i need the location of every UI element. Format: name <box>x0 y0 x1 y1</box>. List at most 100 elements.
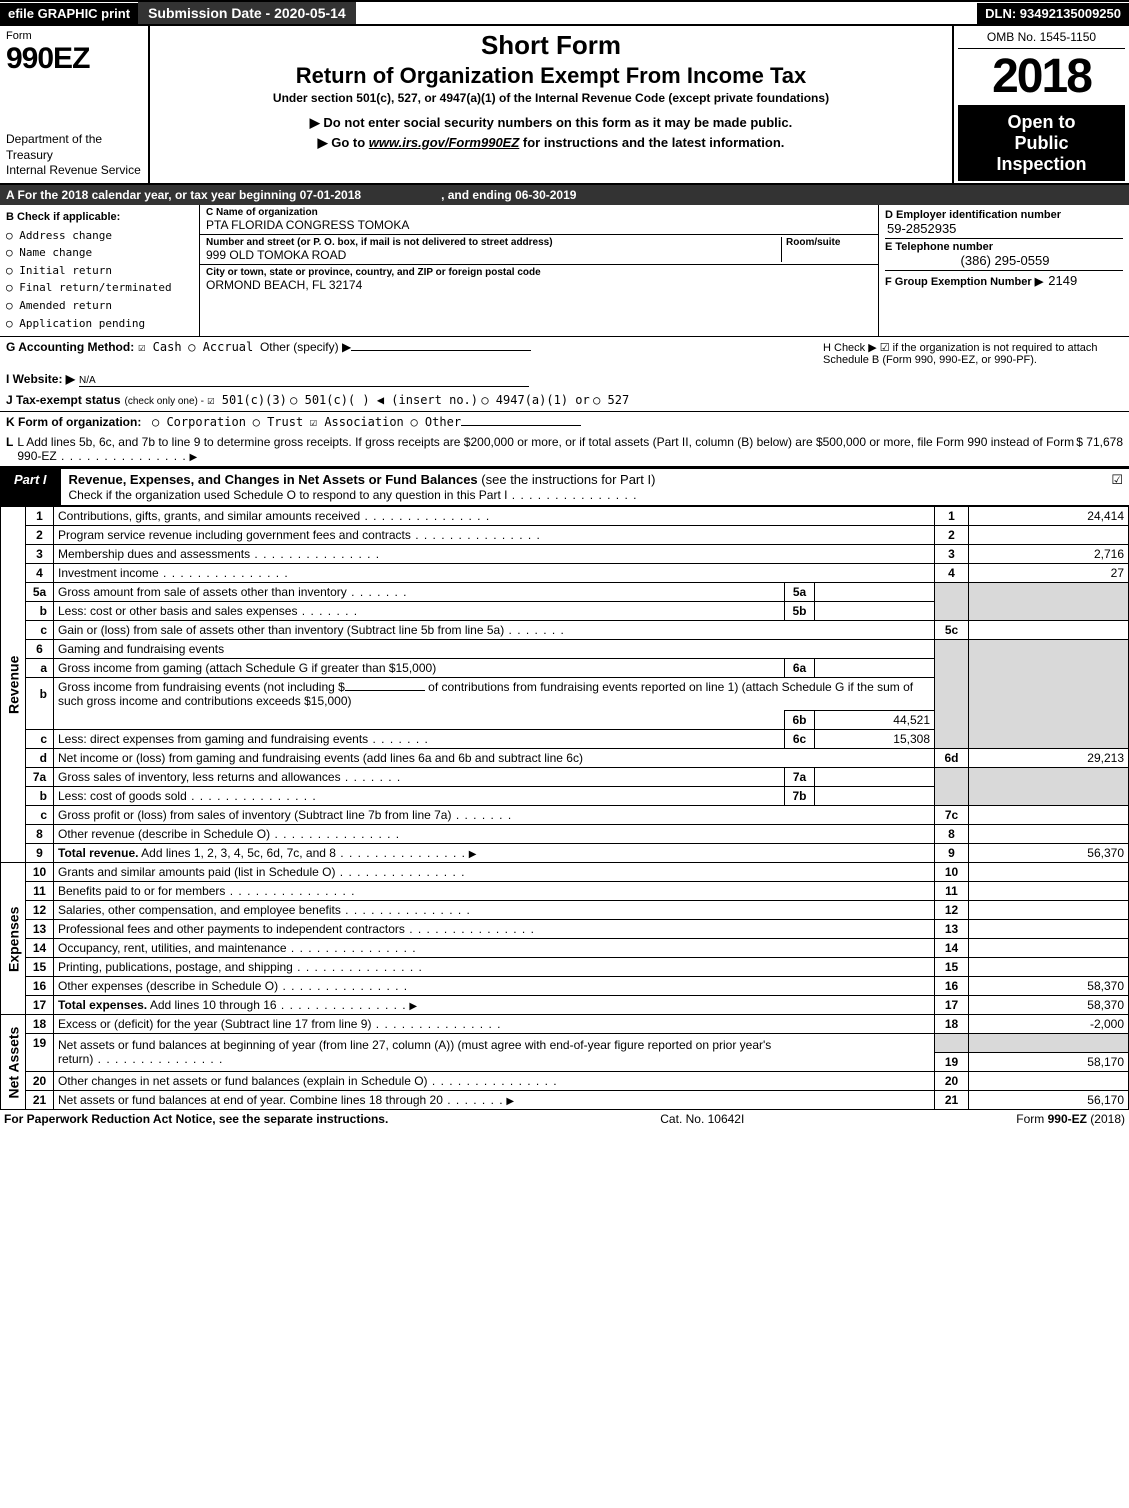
line14-num: 14 <box>935 939 969 958</box>
street-value: 999 OLD TOMOKA ROAD <box>206 248 777 262</box>
tax-year: 2018 <box>958 49 1125 106</box>
j-small: (check only one) - <box>125 396 204 407</box>
chk-address-change[interactable]: Address change <box>6 227 193 245</box>
chk-application-pending[interactable]: Application pending <box>6 315 193 333</box>
line13-amt <box>969 920 1129 939</box>
chk-trust[interactable]: Trust <box>253 415 304 429</box>
line13-num: 13 <box>935 920 969 939</box>
line18-desc: Excess or (deficit) for the year (Subtra… <box>54 1015 935 1034</box>
chk-amended-return[interactable]: Amended return <box>6 297 193 315</box>
chk-initial-return[interactable]: Initial return <box>6 262 193 280</box>
line18-amt: -2,000 <box>969 1015 1129 1034</box>
line-num: 11 <box>26 882 54 901</box>
chk-501c-other[interactable]: 501(c)( ) ◀ (insert no.) <box>290 393 478 407</box>
revenue-vlabel: Revenue <box>1 507 26 863</box>
chk-accrual[interactable]: Accrual <box>188 340 253 354</box>
period-end: , and ending 06-30-2019 <box>441 188 576 202</box>
chk-k-other[interactable]: Other <box>410 415 461 429</box>
line6b-desc-1: Gross income from fundraising events (no… <box>54 678 935 711</box>
part1-checkbox[interactable]: ☑ <box>1105 469 1129 505</box>
l-text: L Add lines 5b, 6c, and 7b to line 9 to … <box>17 435 1076 463</box>
line-num: 15 <box>26 958 54 977</box>
line-num: 4 <box>26 564 54 583</box>
line9-amt: 56,370 <box>969 844 1129 863</box>
form-header: Form 990EZ Department of the Treasury In… <box>0 26 1129 185</box>
grey-cell <box>935 583 969 602</box>
line8-num: 8 <box>935 825 969 844</box>
section-b-checkboxes: B Check if applicable: Address change Na… <box>0 205 200 336</box>
line6b-sum-text <box>54 711 785 730</box>
omb-number: OMB No. 1545-1150 <box>958 28 1125 49</box>
chk-assoc[interactable]: Association <box>310 415 404 429</box>
g-label: G Accounting Method: <box>6 340 134 354</box>
line15-desc: Printing, publications, postage, and shi… <box>54 958 935 977</box>
info-grid: B Check if applicable: Address change Na… <box>0 205 1129 337</box>
line15-amt <box>969 958 1129 977</box>
grey-cell <box>969 787 1129 806</box>
section-b-header: B Check if applicable: <box>6 209 193 227</box>
line-num: 1 <box>26 507 54 526</box>
part1-table: Revenue 1 Contributions, gifts, grants, … <box>0 506 1129 1110</box>
grey-cell <box>935 711 969 730</box>
g-other: Other (specify) ▶ <box>260 340 351 354</box>
line1-desc: Contributions, gifts, grants, and simila… <box>54 507 935 526</box>
line-num: a <box>26 659 54 678</box>
line6c-sub: 6c <box>785 730 815 749</box>
line7c-num: 7c <box>935 806 969 825</box>
line3-amt: 2,716 <box>969 545 1129 564</box>
footer-formref: Form 990-EZ (2018) <box>1016 1112 1125 1126</box>
section-c-org-info: C Name of organization PTA FLORIDA CONGR… <box>200 205 879 336</box>
period-row: A For the 2018 calendar year, or tax yea… <box>0 185 1129 205</box>
line2-amt <box>969 526 1129 545</box>
public: Public <box>958 133 1125 154</box>
part1-box: Part I <box>0 469 61 505</box>
line7c-amt <box>969 806 1129 825</box>
chk-cash[interactable]: Cash <box>138 340 181 354</box>
line6d-amt: 29,213 <box>969 749 1129 768</box>
irs-link[interactable]: www.irs.gov/Form990EZ <box>369 135 520 150</box>
line-num: 18 <box>26 1015 54 1034</box>
goto-link-row: ▶ Go to www.irs.gov/Form990EZ for instru… <box>158 135 944 151</box>
line14-desc: Occupancy, rent, utilities, and maintena… <box>54 939 935 958</box>
line-num: b <box>26 787 54 806</box>
chk-corp[interactable]: Corporation <box>152 415 246 429</box>
line18-num: 18 <box>935 1015 969 1034</box>
dept-irs: Internal Revenue Service <box>6 163 142 179</box>
l-label: L <box>6 435 13 449</box>
part1-check-text: Check if the organization used Schedule … <box>69 488 638 502</box>
line6d-num: 6d <box>935 749 969 768</box>
section-ghijkl: G Accounting Method: Cash Accrual Other … <box>0 337 1129 468</box>
line17-desc: Total expenses. Add lines 10 through 16 <box>54 996 935 1015</box>
ssn-warning: ▶ Do not enter social security numbers o… <box>158 115 944 131</box>
room-label: Room/suite <box>786 237 872 248</box>
line5b-sub: 5b <box>785 602 815 621</box>
top-bar: efile GRAPHIC print Submission Date - 20… <box>0 0 1129 26</box>
line19-desc: Net assets or fund balances at beginning… <box>54 1034 935 1072</box>
street-label: Number and street (or P. O. box, if mail… <box>206 237 777 248</box>
line21-desc: Net assets or fund balances at end of ye… <box>54 1090 935 1109</box>
line4-desc: Investment income <box>54 564 935 583</box>
line3-desc: Membership dues and assessments <box>54 545 935 564</box>
line16-num: 16 <box>935 977 969 996</box>
chk-527[interactable]: 527 <box>593 393 629 407</box>
chk-501c3[interactable]: 501(c)(3) <box>207 393 286 407</box>
line16-amt: 58,370 <box>969 977 1129 996</box>
line-num: d <box>26 749 54 768</box>
efile-print-label[interactable]: efile GRAPHIC print <box>0 3 138 24</box>
line-num: 6 <box>26 640 54 659</box>
inspection: Inspection <box>958 154 1125 175</box>
line5b-subval <box>815 602 935 621</box>
city-label: City or town, state or province, country… <box>206 267 872 278</box>
main-title: Return of Organization Exempt From Incom… <box>158 63 944 89</box>
k-label: K Form of organization: <box>6 415 141 429</box>
chk-final-return[interactable]: Final return/terminated <box>6 279 193 297</box>
k-other-blank[interactable] <box>461 425 581 426</box>
line-num: 5a <box>26 583 54 602</box>
chk-4947[interactable]: 4947(a)(1) or <box>481 393 589 407</box>
g-other-blank[interactable] <box>351 350 531 351</box>
chk-name-change[interactable]: Name change <box>6 244 193 262</box>
part1-header: Part I Revenue, Expenses, and Changes in… <box>0 468 1129 506</box>
grey-cell <box>969 730 1129 749</box>
part1-title: Revenue, Expenses, and Changes in Net As… <box>61 469 1106 505</box>
form-word: Form <box>6 30 142 42</box>
